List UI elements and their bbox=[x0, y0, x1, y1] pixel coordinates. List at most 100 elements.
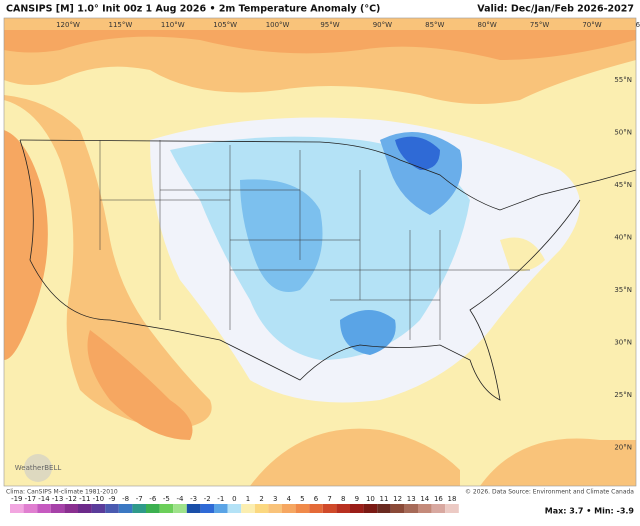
title: CANSIPS [M] 1.0° Init 00z 1 Aug 2026 • 2… bbox=[6, 4, 380, 15]
colorbar-swatch bbox=[118, 504, 133, 513]
latitude-label: 45°N bbox=[614, 181, 632, 189]
longitude-label: 105°W bbox=[213, 21, 237, 29]
latitude-label: 35°N bbox=[614, 286, 632, 294]
colorbar-label: -7 bbox=[136, 495, 143, 503]
colorbar-label: -17 bbox=[25, 495, 36, 503]
colorbar-swatch bbox=[173, 504, 187, 513]
colorbar-swatch bbox=[64, 504, 78, 513]
colorbar-swatch bbox=[350, 504, 364, 513]
colorbar-label: -1 bbox=[217, 495, 224, 503]
clima: Clima: CanSIPS M-climate 1981-2010 bbox=[6, 489, 118, 496]
valid: Valid: Dec/Jan/Feb 2026-2027 bbox=[477, 4, 634, 15]
colorbar-label: -14 bbox=[38, 495, 50, 503]
border bbox=[19, 139, 581, 401]
longitude-label: 95°W bbox=[320, 21, 339, 29]
map-frame bbox=[3, 17, 637, 487]
longitude-label: 60°N bbox=[636, 21, 640, 29]
colorbar-label: 1 bbox=[246, 495, 250, 503]
colorbar-swatch bbox=[336, 504, 350, 513]
longitude-label: 100°W bbox=[266, 21, 290, 29]
border bbox=[19, 139, 636, 211]
watermark: WeatherBELL bbox=[15, 464, 62, 472]
stats: Max: 3.7 • Min: -3.9 bbox=[545, 507, 635, 516]
longitude-label: 75°W bbox=[530, 21, 549, 29]
colorbar-swatch bbox=[404, 504, 418, 513]
colorbar-label: -4 bbox=[177, 495, 185, 503]
colorbar-label: 18 bbox=[448, 495, 457, 503]
anomaly-field bbox=[87, 330, 193, 440]
longitude-label: 70°W bbox=[582, 21, 601, 29]
colorbar-swatch bbox=[132, 504, 146, 513]
colorbar-swatch bbox=[282, 504, 296, 513]
colorbar-swatch bbox=[10, 504, 24, 513]
anomaly-field bbox=[250, 428, 460, 486]
colorbar-swatch bbox=[322, 504, 337, 513]
colorbar-swatch bbox=[37, 504, 51, 513]
source: © 2026. Data Source: Environment and Cli… bbox=[465, 489, 634, 496]
latitude-label: 25°N bbox=[614, 391, 632, 399]
latitude-label: 20°N bbox=[614, 444, 632, 452]
colorbar-label: 5 bbox=[300, 495, 304, 503]
colorbar-label: -5 bbox=[163, 495, 170, 503]
colorbar-swatch bbox=[159, 504, 174, 513]
latitude-label: 40°N bbox=[614, 234, 632, 242]
state-lines bbox=[99, 140, 530, 340]
colorbar-swatch bbox=[418, 504, 432, 513]
colorbar-label: -10 bbox=[93, 495, 104, 503]
colorbar-swatch bbox=[214, 504, 228, 513]
latitude-label: 30°N bbox=[614, 339, 632, 347]
colorbar-swatch bbox=[146, 504, 160, 513]
colorbar-label: 2 bbox=[259, 495, 263, 503]
colorbar-label: 8 bbox=[341, 495, 345, 503]
colorbar-swatch bbox=[390, 504, 405, 513]
anomaly-field bbox=[395, 136, 440, 170]
colorbar-swatch bbox=[431, 504, 446, 513]
longitude-label: 90°W bbox=[373, 21, 392, 29]
colorbar-label: 14 bbox=[420, 495, 429, 503]
colorbar-swatch bbox=[241, 504, 255, 513]
longitude-label: 85°W bbox=[425, 21, 444, 29]
colorbar-swatch bbox=[91, 504, 106, 513]
colorbar-label: -8 bbox=[122, 495, 129, 503]
colorbar-label: 16 bbox=[434, 495, 443, 503]
colorbar-label: -12 bbox=[65, 495, 76, 503]
colorbar-label: 0 bbox=[232, 495, 236, 503]
colorbar-swatch bbox=[23, 504, 38, 513]
longitude-label: 120°W bbox=[56, 21, 80, 29]
longitude-label: 80°W bbox=[478, 21, 497, 29]
colorbar-label: -19 bbox=[11, 495, 22, 503]
colorbar-label: 10 bbox=[366, 495, 375, 503]
colorbar-label: 13 bbox=[407, 495, 416, 503]
colorbar-label: 3 bbox=[273, 495, 277, 503]
colorbar-swatch bbox=[227, 504, 242, 513]
colorbar-swatch bbox=[200, 504, 214, 513]
anomaly-field bbox=[240, 179, 323, 292]
colorbar-swatch bbox=[295, 504, 310, 513]
colorbar-swatch bbox=[268, 504, 282, 513]
colorbar-label: 9 bbox=[355, 495, 359, 503]
colorbar-swatch bbox=[363, 504, 378, 513]
colorbar-label: 11 bbox=[380, 495, 389, 503]
colorbar-label: 4 bbox=[287, 495, 292, 503]
colorbar-label: -13 bbox=[52, 495, 63, 503]
anomaly-field bbox=[4, 130, 48, 360]
colorbar-label: -3 bbox=[190, 495, 197, 503]
anomaly-field bbox=[500, 237, 545, 272]
colorbar-swatch bbox=[186, 504, 201, 513]
colorbar-swatch bbox=[50, 504, 65, 513]
colorbar-label: 12 bbox=[393, 495, 402, 503]
colorbar-label: -2 bbox=[204, 495, 211, 503]
colorbar-label: -9 bbox=[109, 495, 116, 503]
colorbar-swatch bbox=[377, 504, 391, 513]
colorbar-label: -11 bbox=[79, 495, 90, 503]
colorbar-label: -6 bbox=[149, 495, 157, 503]
colorbar-swatch bbox=[445, 504, 459, 513]
anomaly-field bbox=[480, 438, 636, 486]
colorbar-swatch bbox=[105, 504, 119, 513]
colorbar-label: 7 bbox=[327, 495, 331, 503]
latitude-label: 50°N bbox=[614, 129, 632, 137]
map: WeatherBELL bbox=[3, 17, 637, 487]
colorbar-swatch bbox=[78, 504, 92, 513]
colorbar-label: 6 bbox=[314, 495, 319, 503]
